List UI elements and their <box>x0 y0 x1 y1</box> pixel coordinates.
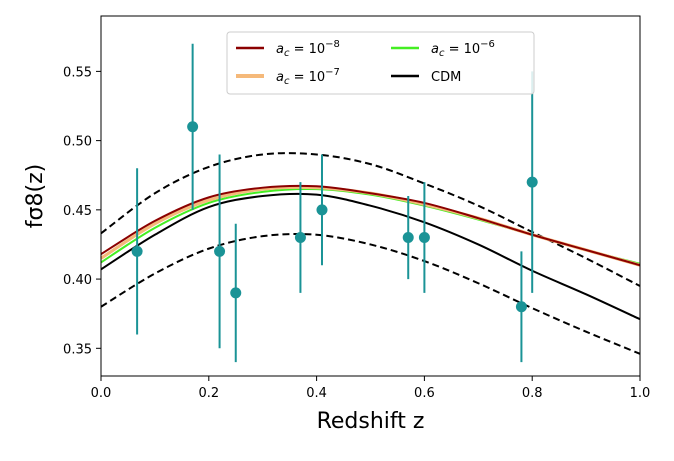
data-point <box>402 232 414 244</box>
series-line-cdm_lower <box>100 232 641 355</box>
x-tick-label: 0.6 <box>414 386 435 401</box>
data-point <box>187 121 199 133</box>
data-point <box>316 204 328 216</box>
axes-frame <box>100 15 641 377</box>
y-tick-label: 0.35 <box>63 342 92 357</box>
data-point <box>214 245 226 257</box>
y-tick-label: 0.40 <box>63 273 92 288</box>
legend-box <box>226 31 535 95</box>
y-axis-label-text: fσ8(z) <box>23 164 48 228</box>
x-tick-label: 0.4 <box>306 386 327 401</box>
data-point <box>515 301 527 313</box>
x-tick-label: 0.8 <box>522 386 543 401</box>
plot-content <box>100 43 641 363</box>
x-tick-label: 0.0 <box>91 386 112 401</box>
y-tick-label: 0.45 <box>63 204 92 219</box>
x-tick-label: 0.2 <box>198 386 219 401</box>
x-axis-label: Redshift z <box>317 409 425 434</box>
x-tick-label: 1.0 <box>630 386 651 401</box>
axis-ticks: 0.0 0.2 0.4 0.6 0.8 1.0 0.35 0.40 0.45 0.50 0.55 <box>63 65 650 401</box>
data-point <box>526 176 538 188</box>
data-point <box>230 287 242 299</box>
legend-label-cdm: CDM <box>431 70 461 85</box>
legend-label-ac_1e-8: ac = 10−8 <box>276 39 340 59</box>
y-tick-label: 0.55 <box>63 65 92 80</box>
series-line-cdm_upper <box>100 152 641 287</box>
data-point <box>418 232 430 244</box>
legend-label-ac_1e-7: ac = 10−7 <box>276 67 340 87</box>
legend: ac = 10−8 ac = 10−7 ac = 10−6 CDM <box>226 31 535 95</box>
data-point <box>131 245 143 257</box>
y-tick-label: 0.50 <box>63 135 92 150</box>
series-line-cdm <box>100 192 641 321</box>
data-point <box>294 232 306 244</box>
y-axis-label: fσ8(z) <box>23 164 48 228</box>
legend-label-ac_1e-6: ac = 10−6 <box>431 39 495 59</box>
